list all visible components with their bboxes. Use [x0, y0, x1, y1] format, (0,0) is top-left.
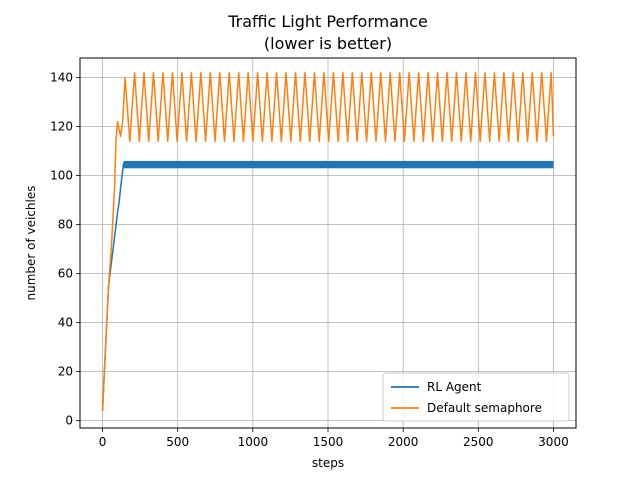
legend: RL Agent Default semaphore	[382, 372, 570, 422]
y-tick-label: 20	[58, 365, 73, 379]
x-tick-label: 0	[99, 435, 107, 449]
x-tick-label: 1000	[238, 435, 269, 449]
y-tick-label: 80	[58, 218, 73, 232]
x-axis-label: steps	[312, 456, 344, 470]
y-tick-label: 100	[50, 169, 73, 183]
chart-title: Traffic Light Performance	[227, 12, 428, 31]
legend-label: RL Agent	[427, 380, 482, 394]
x-tick-label: 500	[166, 435, 189, 449]
ticks: 0 500 1000 1500 2000 2500 3000 0 20 40 60 80 100 120 1…	[50, 71, 569, 449]
y-tick-label: 140	[50, 71, 73, 85]
y-tick-label: 0	[65, 414, 73, 428]
y-tick-label: 120	[50, 120, 73, 134]
y-axis-label: number of veichles	[24, 185, 38, 300]
series-layer	[101, 71, 555, 411]
series-band-1	[123, 160, 554, 169]
x-tick-label: 2500	[463, 435, 494, 449]
y-tick-label: 40	[58, 316, 73, 330]
series-line-2	[101, 71, 555, 411]
y-tick-label: 60	[58, 267, 73, 281]
x-tick-label: 3000	[538, 435, 569, 449]
x-tick-label: 1500	[313, 435, 344, 449]
legend-box	[382, 372, 570, 422]
x-tick-label: 2000	[388, 435, 419, 449]
chart-subtitle: (lower is better)	[264, 34, 392, 53]
legend-label: Default semaphore	[427, 401, 542, 415]
